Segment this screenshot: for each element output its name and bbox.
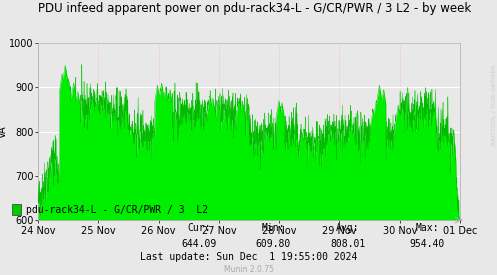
Text: Min:: Min: — [261, 223, 285, 233]
Text: Last update: Sun Dec  1 19:55:00 2024: Last update: Sun Dec 1 19:55:00 2024 — [140, 252, 357, 262]
Y-axis label: VA: VA — [0, 125, 8, 138]
Text: 954.40: 954.40 — [410, 239, 445, 249]
Text: 808.01: 808.01 — [331, 239, 365, 249]
Text: PDU infeed apparent power on pdu-rack34-L - G/CR/PWR / 3 L2 - by week: PDU infeed apparent power on pdu-rack34-… — [38, 2, 471, 15]
Text: RRDTOOL / TOBI OETIKER: RRDTOOL / TOBI OETIKER — [491, 64, 496, 145]
Text: Max:: Max: — [415, 223, 439, 233]
Text: Avg:: Avg: — [336, 223, 360, 233]
Text: 609.80: 609.80 — [256, 239, 291, 249]
Text: Cur:: Cur: — [187, 223, 211, 233]
Text: 644.09: 644.09 — [181, 239, 216, 249]
Text: Munin 2.0.75: Munin 2.0.75 — [224, 265, 273, 274]
Text: pdu-rack34-L - G/CR/PWR / 3  L2: pdu-rack34-L - G/CR/PWR / 3 L2 — [26, 205, 208, 215]
